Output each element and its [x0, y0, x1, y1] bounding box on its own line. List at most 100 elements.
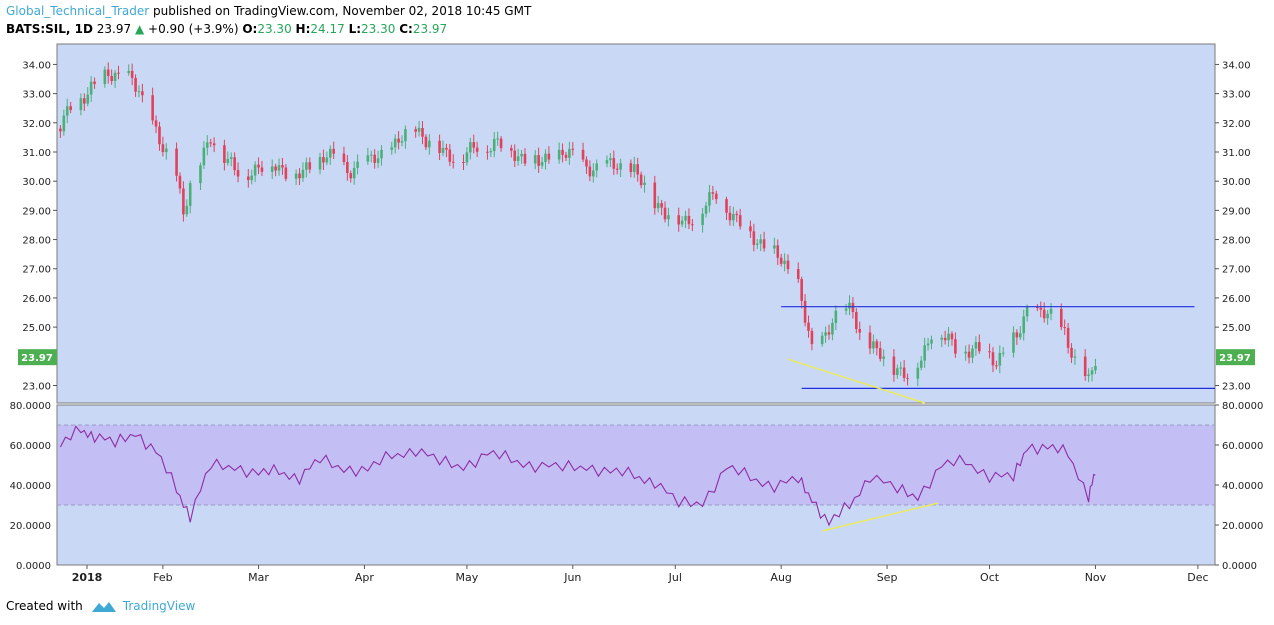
candle-body: [113, 72, 117, 81]
time-tick-label: Dec: [1187, 571, 1208, 584]
candle-body: [158, 126, 161, 145]
rsi-line: [59, 425, 1096, 527]
candles: [59, 62, 1097, 387]
candle-body: [86, 94, 90, 104]
rsi-divergence-line[interactable]: [821, 502, 939, 532]
candle-body: [1022, 316, 1026, 334]
candle-body: [660, 203, 663, 208]
low-label: L:: [348, 22, 362, 36]
right-tick-label: 23.00: [1222, 381, 1251, 392]
candle-body: [130, 70, 134, 78]
candle-body: [803, 300, 807, 323]
candle-body: [298, 173, 301, 179]
rsi-right-tick-label: 20.0000: [1222, 521, 1263, 532]
open-value: 23.30: [257, 22, 292, 36]
candle-body: [974, 342, 978, 349]
high-label: H:: [295, 22, 311, 36]
price-panel[interactable]: [56, 43, 1216, 404]
time-tick-label: Mar: [248, 571, 269, 584]
candle-body: [902, 367, 906, 378]
candle-body: [438, 140, 441, 153]
candle-body: [868, 332, 872, 349]
time-tick-label: 2018: [72, 571, 103, 584]
left-tick-label: 27.00: [22, 265, 51, 276]
candle-body: [831, 322, 834, 335]
right-tick-label: 26.00: [1222, 294, 1251, 305]
candle-body: [1001, 352, 1005, 354]
candle-body: [185, 205, 189, 215]
tradingview-link[interactable]: TradingView: [122, 599, 196, 613]
candle-body: [708, 192, 711, 206]
rsi-left-axis[interactable]: 0.0000 20.0000 40.0000 60.0000 80.0000: [10, 401, 51, 572]
left-tick-label: 31.00: [22, 148, 51, 159]
time-axis[interactable]: 2018 Feb Mar Apr May Jun Jul Aug Sep Oct Nov Dec: [72, 565, 1209, 584]
candle-body: [796, 269, 800, 280]
candle-body: [188, 183, 192, 206]
candle-body: [428, 140, 431, 148]
candle-body: [352, 167, 356, 179]
candle-body: [878, 348, 882, 359]
candle-body: [848, 302, 851, 309]
candle-body: [202, 147, 206, 166]
candle-body: [571, 148, 575, 150]
candle-body: [178, 175, 182, 189]
drawings[interactable]: [781, 306, 1215, 532]
candle-body: [1073, 356, 1077, 358]
candle-body: [759, 239, 762, 244]
high-value: 24.17: [310, 22, 345, 36]
rsi-right-axis[interactable]: 0.0000 20.0000 40.0000 60.0000 80.0000: [1215, 401, 1263, 572]
candle-body: [83, 98, 86, 104]
candle-body: [246, 176, 250, 181]
candle-body: [916, 367, 920, 379]
candle-body: [581, 149, 585, 160]
rsi-right-tick-label: 80.0000: [1222, 401, 1263, 412]
candle-body: [1090, 370, 1094, 375]
candle-body: [711, 192, 715, 194]
candle-body: [513, 150, 517, 161]
candle-body: [882, 356, 885, 359]
candle-body: [325, 157, 329, 163]
left-price-axis[interactable]: 23.00 25.00 26.00 27.00 28.00 29.00 30.00 31.00…: [22, 60, 57, 392]
author-link[interactable]: Global_Technical_Trader: [6, 4, 150, 18]
candle-body: [988, 351, 991, 353]
footer: Created with TradingView: [6, 599, 195, 613]
candle-body: [161, 144, 165, 153]
right-tick-label: 31.00: [1222, 148, 1251, 159]
candle-body: [380, 149, 383, 159]
price-change: +0.90 (+3.9%): [148, 22, 239, 36]
candle-body: [390, 147, 394, 150]
candle-body: [1018, 333, 1022, 338]
rsi-band: [58, 425, 1214, 505]
candle-body: [691, 224, 694, 226]
candle-body: [89, 81, 93, 95]
candle-body: [366, 155, 370, 162]
candle-body: [175, 148, 178, 176]
candle-body: [779, 257, 783, 264]
publish-text: published on TradingView.com, November 0…: [153, 4, 532, 18]
candle-body: [564, 154, 568, 158]
candle-body: [940, 337, 944, 340]
candle-body: [1015, 332, 1019, 338]
price-divergence-line[interactable]: [787, 358, 925, 404]
candle-body: [950, 333, 954, 340]
candle-body: [356, 161, 359, 168]
right-price-axis[interactable]: 23.00 25.00 26.00 27.00 28.00 29.00 30.00 31.00…: [1215, 60, 1251, 392]
rsi-band-lines: [57, 424, 1215, 506]
candle-body: [127, 70, 131, 74]
last-price-tags: 23.97 23.97: [18, 349, 1255, 366]
candle-body: [376, 158, 380, 163]
candle-body: [236, 170, 240, 177]
candle-body: [308, 162, 312, 170]
symbol-label: BATS:SIL, 1D: [6, 22, 93, 36]
candle-body: [892, 356, 896, 375]
candle-body: [991, 352, 995, 366]
candle-body: [281, 165, 284, 168]
candle-body: [680, 220, 684, 225]
candle-body: [667, 215, 670, 220]
candle-body: [445, 147, 448, 150]
candle-body: [110, 75, 113, 81]
rsi-left-tick-label: 80.0000: [10, 401, 51, 412]
up-triangle-icon: ▲: [134, 22, 145, 36]
candle-body: [762, 239, 766, 249]
